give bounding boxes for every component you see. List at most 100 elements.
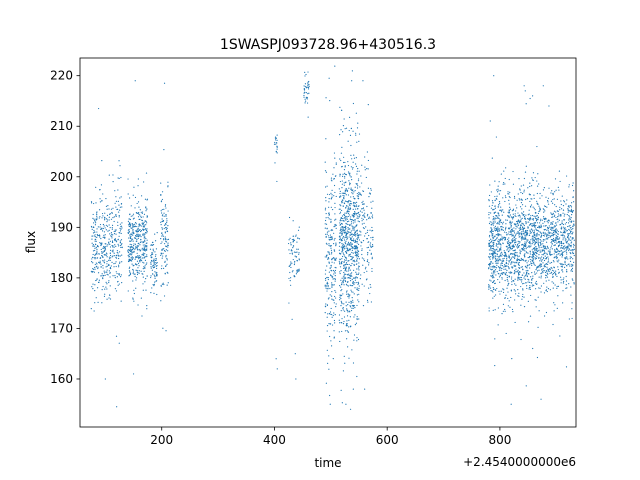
data-point	[509, 191, 511, 193]
data-point	[509, 222, 511, 224]
data-point	[538, 266, 540, 268]
data-point	[96, 250, 98, 252]
data-point	[533, 252, 535, 254]
data-point	[518, 295, 520, 297]
data-point	[295, 273, 298, 275]
data-point	[352, 256, 354, 258]
data-point	[495, 289, 497, 291]
data-point	[555, 247, 558, 249]
data-point	[94, 243, 97, 245]
data-point	[534, 235, 536, 237]
data-point	[129, 273, 132, 276]
data-point	[163, 283, 165, 286]
data-point	[98, 209, 101, 211]
data-point	[357, 207, 359, 210]
data-point	[335, 195, 337, 198]
data-point	[141, 225, 143, 227]
data-point	[523, 259, 525, 262]
data-point	[490, 223, 492, 226]
data-point	[516, 226, 518, 228]
data-point	[527, 217, 529, 220]
data-point	[494, 229, 496, 231]
data-point	[488, 268, 490, 270]
data-point	[561, 247, 563, 249]
data-point	[138, 225, 140, 227]
data-point	[552, 272, 555, 275]
data-point	[518, 261, 520, 264]
data-point	[353, 227, 355, 229]
data-point	[545, 280, 547, 282]
data-point	[340, 152, 343, 154]
data-point	[92, 243, 94, 246]
data-point	[153, 284, 155, 287]
data-point	[547, 260, 550, 262]
data-point	[137, 185, 139, 187]
data-point	[542, 240, 544, 242]
data-point	[546, 263, 549, 265]
data-point	[498, 215, 500, 217]
data-point	[507, 305, 509, 307]
data-point	[348, 214, 351, 216]
data-point	[103, 274, 105, 277]
data-point	[367, 259, 369, 261]
data-point	[352, 291, 354, 293]
data-point	[493, 236, 495, 238]
data-point	[163, 227, 165, 230]
data-point	[166, 263, 168, 265]
data-point	[109, 285, 111, 287]
data-point	[105, 266, 107, 268]
data-point	[542, 270, 544, 272]
data-point	[346, 290, 348, 292]
data-point	[350, 233, 353, 236]
data-point	[350, 230, 352, 232]
data-point	[141, 247, 143, 249]
data-point	[539, 231, 541, 233]
data-point	[135, 279, 137, 281]
data-point	[522, 227, 525, 230]
data-point	[488, 285, 490, 287]
data-point	[513, 237, 515, 239]
data-point	[109, 266, 112, 269]
data-point	[108, 258, 111, 260]
data-point	[531, 214, 534, 217]
data-point	[558, 272, 560, 274]
data-point	[357, 282, 360, 284]
data-point	[347, 331, 349, 333]
data-point	[133, 226, 136, 228]
data-point	[357, 249, 359, 252]
data-point	[344, 330, 347, 332]
data-point	[118, 274, 120, 276]
data-point	[167, 186, 169, 188]
data-point	[494, 269, 497, 271]
data-point	[327, 276, 329, 279]
data-point	[537, 203, 539, 205]
data-point	[569, 252, 571, 254]
data-point	[499, 230, 501, 232]
data-point	[500, 259, 502, 261]
data-point	[548, 105, 550, 107]
data-point	[135, 255, 137, 258]
data-point	[502, 183, 504, 185]
data-point	[298, 259, 300, 261]
data-point	[518, 178, 520, 180]
data-point	[523, 245, 525, 247]
data-point	[353, 229, 355, 231]
data-point	[345, 217, 347, 220]
data-point	[542, 262, 544, 264]
data-point	[112, 174, 114, 176]
data-point	[368, 287, 370, 289]
data-point	[493, 239, 495, 241]
data-point	[344, 189, 346, 191]
data-point	[529, 194, 531, 196]
data-point	[306, 86, 309, 88]
data-point	[544, 246, 547, 248]
data-point	[546, 206, 548, 208]
data-point	[102, 267, 104, 269]
data-point	[568, 239, 570, 241]
data-point	[164, 250, 166, 252]
data-point	[518, 233, 521, 235]
data-point	[560, 228, 562, 230]
data-point	[109, 240, 111, 242]
data-point	[511, 256, 514, 258]
data-point	[491, 230, 493, 233]
